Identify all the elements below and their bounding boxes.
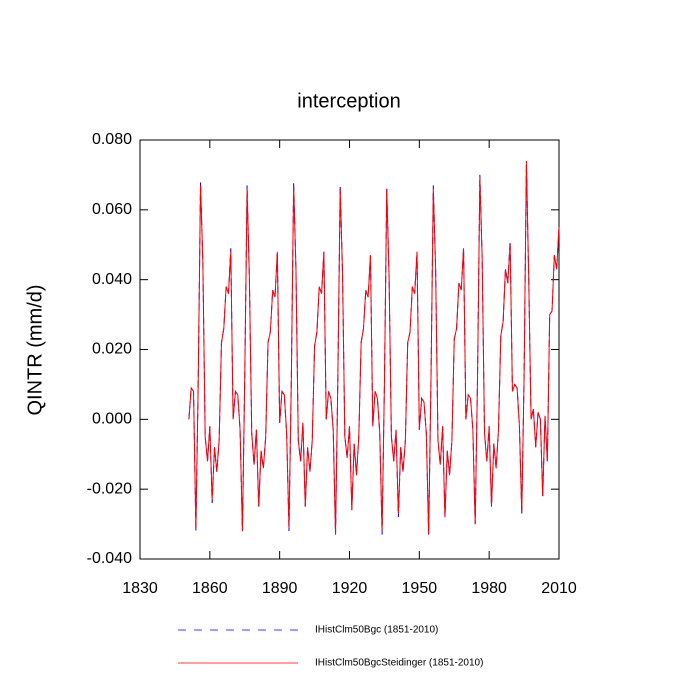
x-tick-label: 1830 (122, 580, 158, 597)
legend-label: IHistClm50BgcSteidinger (1851-2010) (315, 658, 483, 669)
y-tick-label: 0.020 (92, 341, 132, 358)
x-tick-label: 1920 (332, 580, 368, 597)
y-axis-label: QINTR (mm/d) (24, 284, 46, 415)
y-tick-label: 0.040 (92, 271, 132, 288)
chart-title: interception (297, 90, 400, 112)
x-tick-label: 1890 (262, 580, 298, 597)
y-tick-label: -0.040 (87, 550, 132, 567)
y-tick-label: 0.080 (92, 131, 132, 148)
y-tick-label: 0.060 (92, 201, 132, 218)
data-line (188, 164, 560, 535)
x-tick-label: 1950 (402, 580, 438, 597)
plot-frame (139, 139, 560, 560)
y-tick-label: 0.000 (92, 411, 132, 428)
data-line (188, 160, 560, 535)
x-tick-label: 1980 (471, 580, 507, 597)
x-tick-label: 2010 (541, 580, 577, 597)
x-tick-label: 1860 (192, 580, 228, 597)
legend-label: IHistClm50Bgc (1851-2010) (315, 625, 438, 636)
y-tick-label: -0.020 (87, 480, 132, 497)
